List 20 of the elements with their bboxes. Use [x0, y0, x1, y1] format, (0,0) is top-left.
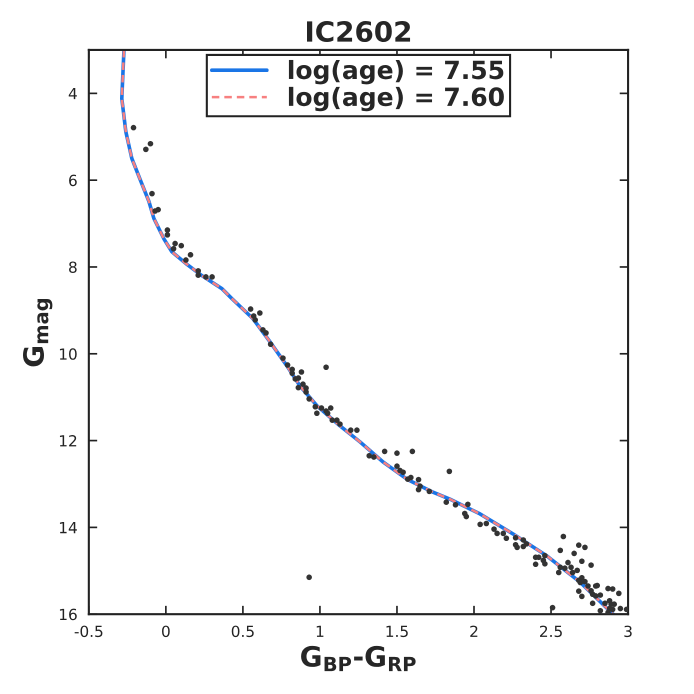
x-tick-label: 0 [162, 626, 170, 638]
y-axis-title: G$_{mag}$ [23, 299, 52, 366]
y-tick-label: 12 [60, 435, 76, 446]
chart-title: IC2602 [306, 21, 410, 42]
x-tick-label: 0.5 [232, 626, 254, 638]
y-tick-label: 8 [69, 261, 77, 273]
y-tick-label: 10 [60, 348, 77, 360]
x-tick-label: -0.5 [74, 626, 102, 638]
y-tick-label: 6 [69, 174, 77, 186]
x-tick-label: 3 [624, 626, 632, 638]
y-tick-label: 14 [60, 522, 77, 534]
y-tick-label: 4 [68, 88, 77, 100]
x-tick-label: 1 [316, 626, 324, 637]
x-axis-title: G$_{BP}$-G$_{RP}$ [301, 646, 416, 672]
x-tick-label: 2.5 [540, 626, 562, 638]
y-tick-label: 16 [60, 608, 77, 620]
x-tick-label: 2 [470, 626, 478, 637]
legend-label: log(age) = 7.55 [288, 60, 504, 84]
x-tick-label: 1.5 [386, 626, 408, 638]
legend-label: log(age) = 7.60 [288, 86, 504, 112]
